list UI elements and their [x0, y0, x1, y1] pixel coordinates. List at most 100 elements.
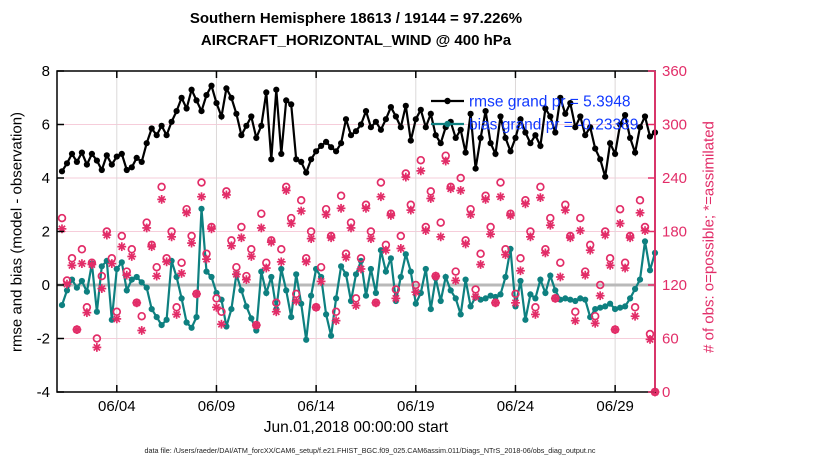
assimilated-marker: [207, 224, 216, 234]
rmse-marker: [646, 133, 654, 140]
rmse-marker: [522, 129, 529, 136]
assimilated-marker: [506, 211, 515, 220]
possible-marker: [237, 222, 246, 232]
possible-marker: [571, 307, 580, 317]
assimilated-marker: [177, 269, 186, 278]
assimilated-marker: [331, 316, 341, 326]
bias-marker: [497, 291, 504, 298]
possible-marker: [351, 294, 361, 303]
possible-marker: [486, 222, 495, 232]
bias-marker: [572, 297, 579, 305]
assimilated-marker: [306, 234, 316, 244]
possible-marker: [456, 173, 465, 183]
bias-marker: [452, 295, 459, 302]
bias-marker: [537, 276, 544, 283]
assimilated-marker: [232, 269, 241, 279]
bias-marker: [73, 284, 80, 291]
assimilated-marker: [366, 234, 376, 244]
possible-marker: [605, 254, 615, 263]
assimilated-marker: [356, 264, 366, 274]
bias-marker: [457, 311, 464, 318]
rmse-marker: [198, 108, 205, 115]
assimilated-marker: [77, 259, 87, 268]
rmse-marker: [372, 118, 379, 125]
assimilated-marker: [321, 210, 331, 219]
rmse-marker: [58, 168, 66, 175]
bias-marker: [173, 273, 180, 281]
bias-marker: [462, 276, 469, 283]
assimilated-marker: [560, 205, 570, 215]
bias-marker: [427, 306, 434, 313]
possible-marker: [57, 213, 67, 223]
rmse-marker: [407, 137, 414, 144]
assimilated-marker: [266, 237, 276, 247]
left-axis-label: rmse and bias (model - observation): [8, 111, 26, 353]
assimilated-marker: [436, 232, 446, 242]
bias-marker: [422, 265, 429, 273]
bias-marker: [542, 289, 549, 297]
rmse-marker: [587, 124, 594, 131]
rmse-marker: [457, 126, 464, 133]
rmse-marker: [472, 165, 479, 172]
possible-marker: [277, 245, 286, 254]
assimilated-marker: [227, 241, 236, 251]
bias-marker: [263, 289, 270, 297]
bias-marker: [602, 303, 609, 310]
assimilated-marker: [301, 257, 311, 267]
chart-title: Southern Hemisphere 18613 / 19144 = 97.2…: [189, 10, 523, 27]
assimilated-marker: [466, 210, 476, 219]
rmse-marker: [93, 157, 100, 164]
rmse-marker: [223, 85, 230, 92]
rmse-marker: [153, 132, 160, 139]
assimilated-marker: [630, 311, 640, 321]
rmse-marker: [253, 134, 260, 141]
assimilated-marker: [107, 259, 117, 268]
assimilated-marker: [391, 293, 401, 303]
rmse-marker: [323, 138, 330, 145]
possible-marker: [296, 196, 306, 205]
rmse-marker: [203, 92, 210, 99]
bias-marker: [58, 302, 66, 309]
rmse-marker: [502, 134, 509, 141]
rmse-marker: [427, 110, 434, 117]
possible-marker: [92, 334, 102, 343]
rmse-marker: [397, 124, 404, 131]
assimilated-marker: [545, 220, 555, 230]
rmse-marker: [108, 161, 115, 168]
rmse-marker: [178, 94, 185, 101]
rmse-marker: [477, 134, 484, 141]
rmse-marker: [612, 150, 619, 157]
assimilated-marker: [296, 206, 306, 216]
assimilated-marker: [396, 244, 406, 253]
rmse-marker: [602, 173, 609, 180]
possible-marker: [615, 204, 625, 214]
bias-marker: [228, 306, 235, 313]
bias-marker: [527, 291, 534, 298]
bias-marker: [412, 300, 419, 307]
rmse-marker: [208, 82, 215, 89]
assimilated-marker: [251, 320, 261, 330]
legend-marker-1: [444, 120, 451, 128]
x-tick-label: 06/29: [596, 398, 634, 415]
bias-marker: [293, 271, 300, 278]
assimilated-marker: [386, 211, 396, 220]
left-tick-label: -2: [37, 331, 50, 348]
rmse-marker: [163, 132, 170, 139]
assimilated-marker: [351, 301, 361, 310]
possible-marker: [546, 213, 555, 223]
possible-marker: [77, 245, 87, 254]
bias-marker: [283, 287, 290, 294]
assimilated-marker: [261, 263, 271, 273]
bias-marker: [592, 306, 599, 313]
bias-marker: [303, 336, 310, 343]
rmse-marker: [233, 110, 240, 117]
rmse-marker: [422, 124, 429, 131]
assimilated-marker: [182, 208, 191, 218]
assimilated-marker: [570, 316, 580, 326]
assimilated-marker: [172, 310, 181, 319]
possible-marker: [630, 303, 640, 312]
right-tick-label: 240: [662, 170, 687, 187]
rmse-marker: [248, 113, 255, 120]
assimilated-marker: [167, 232, 177, 242]
bias-marker: [447, 287, 454, 294]
